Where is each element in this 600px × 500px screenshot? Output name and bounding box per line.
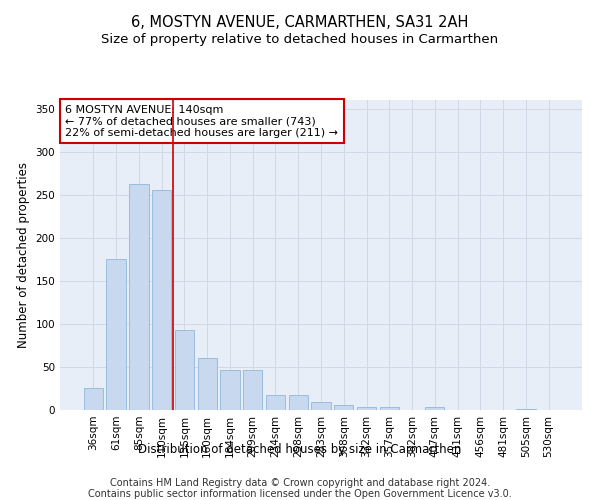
Bar [266, 394, 285, 410]
Bar [357, 406, 376, 410]
Text: Contains public sector information licensed under the Open Government Licence v3: Contains public sector information licen… [88, 489, 512, 499]
Bar [516, 409, 536, 410]
Text: Size of property relative to detached houses in Carmarthen: Size of property relative to detached ho… [101, 32, 499, 46]
Bar [425, 406, 445, 410]
Bar [380, 406, 399, 410]
Text: 6 MOSTYN AVENUE: 140sqm
← 77% of detached houses are smaller (743)
22% of semi-d: 6 MOSTYN AVENUE: 140sqm ← 77% of detache… [65, 104, 338, 138]
Bar [84, 388, 103, 410]
Bar [334, 405, 353, 410]
Y-axis label: Number of detached properties: Number of detached properties [17, 162, 30, 348]
Bar [106, 260, 126, 410]
Bar [289, 394, 308, 410]
Bar [152, 190, 172, 410]
Text: Distribution of detached houses by size in Carmarthen: Distribution of detached houses by size … [139, 442, 461, 456]
Bar [311, 402, 331, 410]
Bar [175, 330, 194, 410]
Text: 6, MOSTYN AVENUE, CARMARTHEN, SA31 2AH: 6, MOSTYN AVENUE, CARMARTHEN, SA31 2AH [131, 15, 469, 30]
Bar [243, 370, 262, 410]
Bar [197, 358, 217, 410]
Bar [129, 184, 149, 410]
Text: Contains HM Land Registry data © Crown copyright and database right 2024.: Contains HM Land Registry data © Crown c… [110, 478, 490, 488]
Bar [220, 370, 239, 410]
